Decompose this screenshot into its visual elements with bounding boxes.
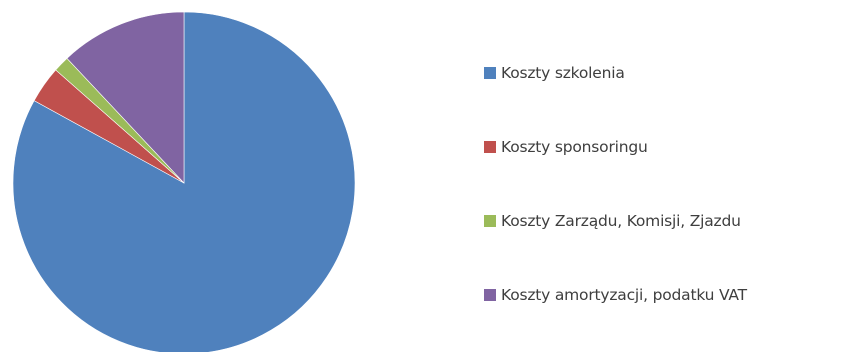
- pie-slices: [12, 11, 356, 352]
- legend-swatch-koszty-amortyzacji: [484, 289, 496, 301]
- legend-item-koszty-amortyzacji: Koszty amortyzacji, podatku VAT: [484, 284, 747, 306]
- legend-label-koszty-sponsoringu: Koszty sponsoringu: [501, 138, 648, 156]
- legend-item-koszty-zarzadu: Koszty Zarządu, Komisji, Zjazdu: [484, 210, 741, 232]
- legend-label-koszty-szkolenia: Koszty szkolenia: [501, 64, 625, 82]
- legend-label-koszty-zarzadu: Koszty Zarządu, Komisji, Zjazdu: [501, 212, 741, 230]
- legend-label-koszty-amortyzacji: Koszty amortyzacji, podatku VAT: [501, 286, 747, 304]
- pie-slice-koszty-amortyzacji-podatku-vat: [66, 11, 185, 184]
- legend-swatch-koszty-szkolenia: [484, 67, 496, 79]
- legend-swatch-koszty-sponsoringu: [484, 141, 496, 153]
- pie-slice-koszty-szkolenia: [12, 11, 356, 352]
- legend-item-koszty-szkolenia: Koszty szkolenia: [484, 62, 625, 84]
- legend-swatch-koszty-zarzadu: [484, 215, 496, 227]
- legend-item-koszty-sponsoringu: Koszty sponsoringu: [484, 136, 648, 158]
